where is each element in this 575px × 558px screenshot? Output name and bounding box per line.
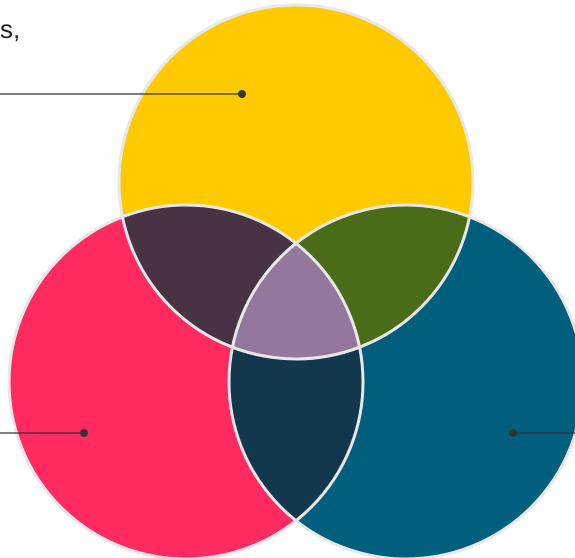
outline-top (117, 3, 475, 361)
leader-dot-left (80, 429, 88, 437)
leader-dot-top (238, 90, 246, 98)
leader-lines (0, 90, 575, 437)
leader-dot-right (509, 429, 517, 437)
overlap-center (229, 205, 363, 359)
circle-outlines (7, 3, 575, 558)
outline-right (227, 203, 575, 558)
outline-left (7, 203, 365, 558)
cropped-label-fragment: s, (0, 14, 21, 44)
